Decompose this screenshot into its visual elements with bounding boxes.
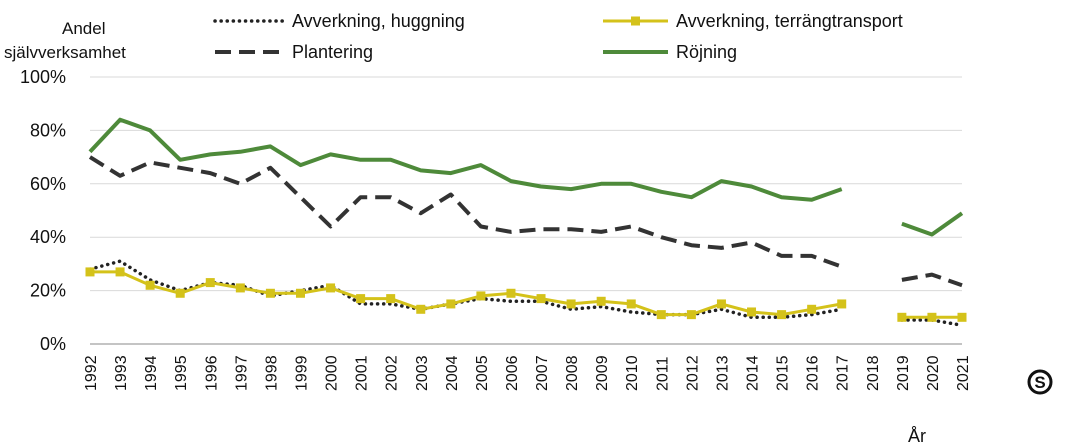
x-tick-label: 1994 (143, 355, 160, 391)
x-tick-label: 2021 (955, 355, 972, 391)
series-line (88, 259, 844, 320)
x-tick-label: 2000 (324, 355, 341, 391)
series-line (88, 117, 843, 202)
y-axis-ticks: 0% 20% 40% 60% 80% 100% (20, 67, 66, 354)
sos-logo-icon (1027, 369, 1053, 395)
x-tick-label: 2007 (534, 355, 551, 391)
data-point (536, 294, 546, 304)
x-axis-ticks: 1992 1993 1994 1995 1996 1997 1998 1999 2000 2001… (83, 355, 972, 391)
data-point (175, 288, 185, 298)
x-tick-label: 2019 (895, 355, 912, 391)
gridlines (90, 76, 962, 345)
x-axis-title: År (908, 426, 926, 446)
data-point (897, 312, 907, 322)
y-tick-label: 0% (40, 334, 66, 354)
x-tick-label: 2009 (594, 355, 611, 391)
data-point (235, 283, 245, 293)
x-tick-label: 2001 (354, 355, 371, 391)
x-tick-label: 1995 (173, 355, 190, 391)
data-point (145, 280, 155, 290)
y-tick-label: 80% (30, 120, 66, 140)
data-point (446, 299, 456, 309)
x-tick-label: 1996 (203, 355, 220, 391)
legend: Avverkning, huggning Avverkning, terrängt… (213, 11, 903, 62)
data-point (566, 299, 576, 309)
sos-logo: S (1027, 369, 1053, 395)
x-tick-label: 1998 (263, 355, 280, 391)
sos-logo-mark: S (1034, 373, 1045, 392)
data-point (386, 294, 396, 304)
data-point (476, 291, 486, 301)
x-tick-label: 2002 (384, 355, 401, 391)
series-lines (85, 117, 967, 328)
x-tick-label: 1999 (293, 355, 310, 391)
y-axis-title-line: självverksamhet (4, 43, 126, 62)
data-point (205, 278, 215, 288)
x-tick-label: 2008 (564, 355, 581, 391)
data-point (626, 299, 636, 309)
series-line (88, 155, 843, 269)
data-point (656, 310, 666, 320)
x-tick-label: 2015 (775, 355, 792, 391)
data-point (747, 307, 757, 317)
data-point (957, 312, 967, 322)
x-tick-label: 2014 (745, 355, 762, 391)
x-tick-label: 2016 (805, 355, 822, 391)
x-tick-label: 2020 (925, 355, 942, 391)
x-tick-label: 2010 (624, 355, 641, 391)
x-tick-label: 1997 (233, 355, 250, 391)
legend-label: Avverkning, terrängtransport (676, 11, 903, 31)
x-tick-label: 2012 (684, 355, 701, 391)
x-tick-label: 2005 (474, 355, 491, 391)
x-tick-label: 2018 (865, 355, 882, 391)
y-tick-label: 100% (20, 67, 66, 87)
series-line (901, 211, 964, 237)
data-point (356, 294, 366, 304)
y-tick-label: 40% (30, 227, 66, 247)
x-tick-label: 2004 (444, 355, 461, 391)
legend-marker (631, 16, 640, 26)
legend-label: Avverkning, huggning (292, 11, 465, 31)
data-point (837, 299, 847, 309)
x-tick-label: 2003 (414, 355, 431, 391)
data-point (326, 283, 336, 293)
data-point (295, 288, 305, 298)
data-point (596, 296, 606, 306)
data-point (716, 299, 726, 309)
x-tick-label: 2017 (835, 355, 852, 391)
data-point (115, 267, 125, 277)
data-point (777, 310, 787, 320)
data-point (506, 288, 516, 298)
series-line (90, 270, 842, 317)
x-tick-label: 2011 (654, 356, 671, 391)
y-tick-label: 60% (30, 174, 66, 194)
legend-label: Plantering (292, 42, 373, 62)
data-point (416, 304, 426, 314)
x-tick-label: 2013 (714, 355, 731, 391)
y-axis-title-line: Andel (62, 19, 105, 38)
x-tick-label: 2006 (504, 355, 521, 391)
data-point (807, 304, 817, 314)
y-axis-title: Andel självverksamhet (4, 19, 126, 62)
y-tick-label: 20% (30, 281, 66, 301)
data-point (686, 310, 696, 320)
series-line (901, 272, 963, 288)
x-tick-label: 1993 (113, 355, 130, 391)
data-point (265, 288, 275, 298)
data-point (85, 267, 95, 277)
x-tick-label: 1992 (83, 355, 100, 391)
legend-label: Röjning (676, 42, 737, 62)
data-point (927, 312, 937, 322)
